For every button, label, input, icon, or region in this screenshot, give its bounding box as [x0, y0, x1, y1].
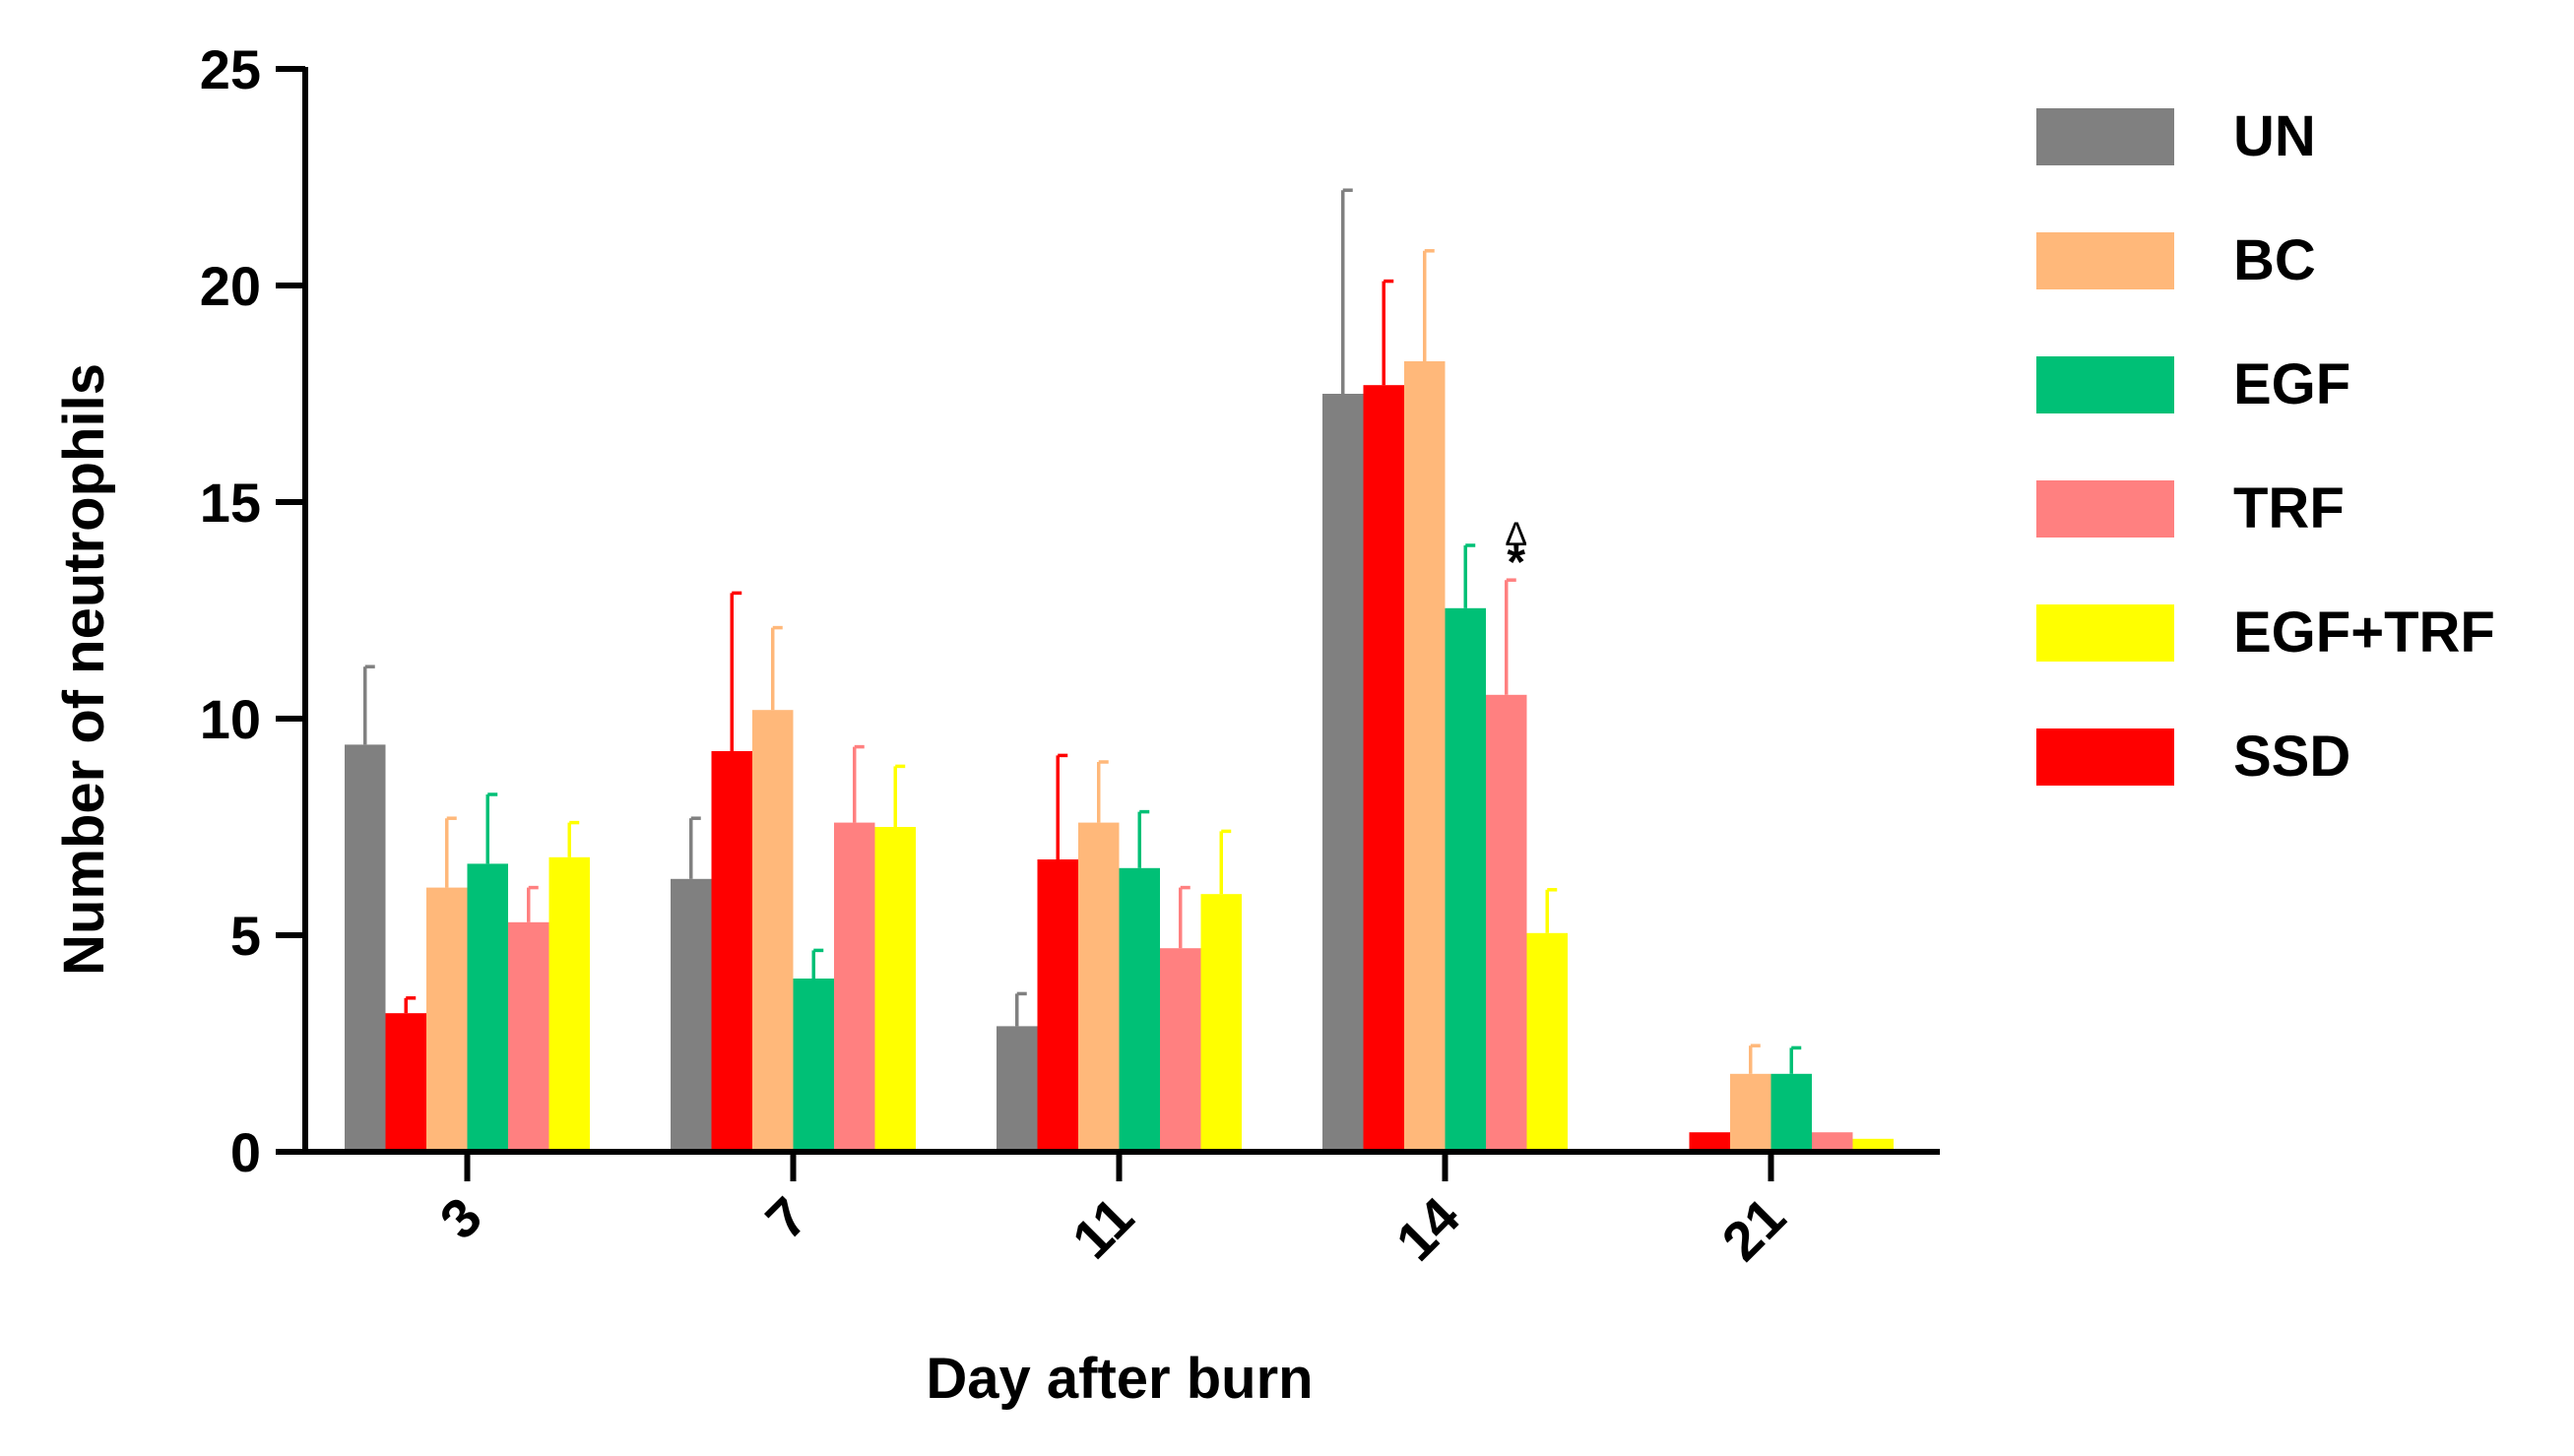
bar-egf-trf-day-14 — [1526, 932, 1568, 1152]
y-tick-label: 25 — [200, 38, 261, 100]
legend-label-ssd: SSD — [2233, 725, 2350, 789]
bar-trf-day-3 — [508, 921, 549, 1152]
bar-egf-day-11 — [1119, 867, 1160, 1152]
bar-egf-trf-day-3 — [548, 856, 590, 1152]
x-tick-label: 7 — [753, 1185, 819, 1251]
bar-bc-day-14 — [1404, 361, 1446, 1152]
legend-swatch-trf — [2036, 480, 2174, 538]
x-tick-label: 3 — [427, 1185, 493, 1251]
x-axis-title: Day after burn — [926, 1347, 1313, 1411]
y-tick-label: 5 — [230, 905, 261, 967]
bar-un-day-3 — [345, 744, 386, 1152]
bar-egf-trf-day-7 — [874, 827, 916, 1152]
bar-un-day-7 — [671, 878, 712, 1152]
bar-un-day-11 — [997, 1026, 1038, 1152]
plot-area: Δ* — [345, 188, 1894, 1152]
y-tick-label: 10 — [200, 688, 261, 750]
bar-bc-day-3 — [426, 887, 468, 1152]
legend-swatch-ssd — [2036, 728, 2174, 786]
y-tick-label: 15 — [200, 472, 261, 534]
bar-egf-trf-day-11 — [1200, 894, 1242, 1152]
legend-swatch-egf-trf — [2036, 604, 2174, 662]
legend-label-egf-trf: EGF+TRF — [2233, 601, 2495, 665]
bar-trf-day-14 — [1486, 694, 1527, 1152]
bar-egf-trf-day-21 — [1852, 1138, 1894, 1152]
bar-egf-day-3 — [467, 863, 508, 1152]
legend-swatch-egf — [2036, 356, 2174, 413]
y-tick-label: 0 — [230, 1121, 261, 1183]
y-axis-title: Number of neutrophils — [52, 363, 116, 976]
x-tick-label: 21 — [1709, 1185, 1797, 1273]
bar-egf-day-21 — [1770, 1073, 1812, 1152]
bar-ssd-day-14 — [1363, 385, 1404, 1152]
axes: 0 5 10 15 20 25 3 7 11 14 21 — [200, 38, 1940, 1273]
bar-ssd-day-7 — [711, 751, 752, 1152]
legend-label-bc: BC — [2233, 228, 2316, 292]
legend: UN BC EGF TRF EGF+TRF SSD — [2036, 104, 2495, 789]
bar-bc-day-11 — [1078, 822, 1120, 1152]
annotation-delta: Δ — [1505, 516, 1527, 553]
bar-un-day-14 — [1322, 394, 1364, 1152]
bar-ssd-day-11 — [1037, 859, 1078, 1152]
y-tick-label: 20 — [200, 255, 261, 317]
legend-swatch-bc — [2036, 232, 2174, 289]
legend-label-egf: EGF — [2233, 352, 2350, 416]
bar-egf-day-14 — [1445, 607, 1486, 1152]
legend-label-un: UN — [2233, 104, 2316, 168]
bar-trf-day-7 — [834, 822, 875, 1152]
bar-bc-day-21 — [1730, 1073, 1771, 1152]
bar-ssd-day-3 — [385, 1013, 426, 1152]
annotation-asterisk: * — [1507, 537, 1525, 589]
bar-egf-day-7 — [793, 979, 834, 1152]
bar-bc-day-7 — [752, 710, 794, 1152]
bar-trf-day-21 — [1812, 1132, 1853, 1152]
legend-swatch-un — [2036, 108, 2174, 165]
bar-ssd-day-21 — [1689, 1132, 1730, 1152]
x-tick-label: 11 — [1061, 1185, 1145, 1270]
legend-label-trf: TRF — [2233, 476, 2345, 540]
x-tick-label: 14 — [1384, 1185, 1471, 1273]
bar-trf-day-11 — [1160, 948, 1201, 1152]
